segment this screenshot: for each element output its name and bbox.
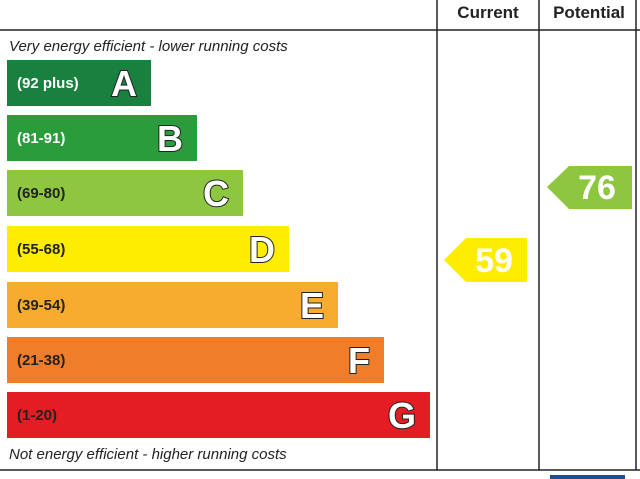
current-rating: 59 bbox=[475, 242, 513, 280]
band-letter: D bbox=[249, 229, 275, 270]
header-potential: Potential bbox=[553, 3, 625, 22]
band-bar bbox=[7, 337, 384, 383]
band-range: (1-20) bbox=[17, 407, 57, 424]
decor bbox=[550, 475, 625, 479]
band-bar bbox=[7, 282, 338, 328]
band-bar bbox=[7, 392, 430, 438]
band-range: (81-91) bbox=[17, 130, 65, 147]
note-top: Very energy efficient - lower running co… bbox=[9, 38, 288, 55]
band-range: (69-80) bbox=[17, 185, 65, 202]
band-letter: A bbox=[111, 63, 137, 104]
band-letter: F bbox=[348, 340, 370, 381]
band-range: (55-68) bbox=[17, 241, 65, 258]
band-bar bbox=[7, 60, 151, 106]
band-bar bbox=[7, 115, 197, 161]
band-bar bbox=[7, 170, 243, 216]
note-bottom: Not energy efficient - higher running co… bbox=[9, 446, 287, 463]
header-current: Current bbox=[457, 3, 519, 22]
band-range: (92 plus) bbox=[17, 75, 79, 92]
current-arrow bbox=[444, 238, 527, 282]
band-letter: G bbox=[388, 395, 416, 436]
potential-arrow bbox=[547, 166, 632, 209]
band-range: (21-38) bbox=[17, 352, 65, 369]
bands: (92 plus) A (81-91) B (69-80) C (55-68) D (39-54… bbox=[7, 60, 430, 438]
band-letter: E bbox=[300, 285, 324, 326]
band-bar bbox=[7, 226, 289, 272]
band-letter: B bbox=[157, 118, 183, 159]
band-letter: C bbox=[203, 173, 229, 214]
potential-rating: 76 bbox=[578, 169, 616, 207]
band-range: (39-54) bbox=[17, 297, 65, 314]
